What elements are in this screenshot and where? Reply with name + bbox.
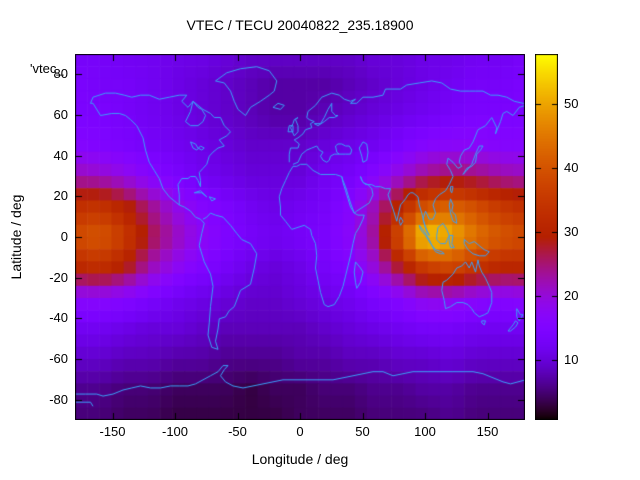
colorbar-tick-label: 10 [564, 351, 579, 367]
legend-key-label: 'vtec_ [30, 61, 64, 76]
y-axis-label: Latitude / deg [8, 194, 24, 280]
y-tick-label: 80 [53, 66, 68, 82]
colorbar-tick-label: 50 [564, 95, 579, 111]
y-tick-label: 40 [53, 147, 68, 163]
y-tick-label: 0 [60, 229, 68, 244]
plot-title: VTEC / TECU 20040822_235.18900 [186, 17, 414, 33]
x-tick-label: 150 [476, 424, 499, 439]
x-tick-label: 50 [355, 424, 370, 439]
y-tick-label: -40 [49, 310, 68, 326]
colorbar-canvas [535, 54, 558, 420]
x-tick-label: -100 [161, 424, 189, 439]
y-tick-label: 60 [53, 107, 68, 122]
x-tick-label: -150 [99, 424, 126, 439]
colorbar-tick-label: 40 [564, 159, 579, 175]
x-tick-label: -50 [228, 424, 247, 439]
vtec-heatmap-canvas [75, 54, 525, 420]
x-tick-label: 0 [296, 424, 304, 439]
y-tick-label: -60 [49, 351, 68, 366]
colorbar-tick-label: 30 [564, 223, 579, 239]
colorbar-tick-label: 20 [564, 287, 579, 303]
x-tick-label: 100 [414, 424, 436, 439]
y-tick-label: 20 [53, 188, 68, 204]
y-tick-label: -20 [49, 269, 68, 285]
x-axis-label: Longitude / deg [251, 451, 349, 467]
y-tick-label: -80 [49, 391, 68, 407]
